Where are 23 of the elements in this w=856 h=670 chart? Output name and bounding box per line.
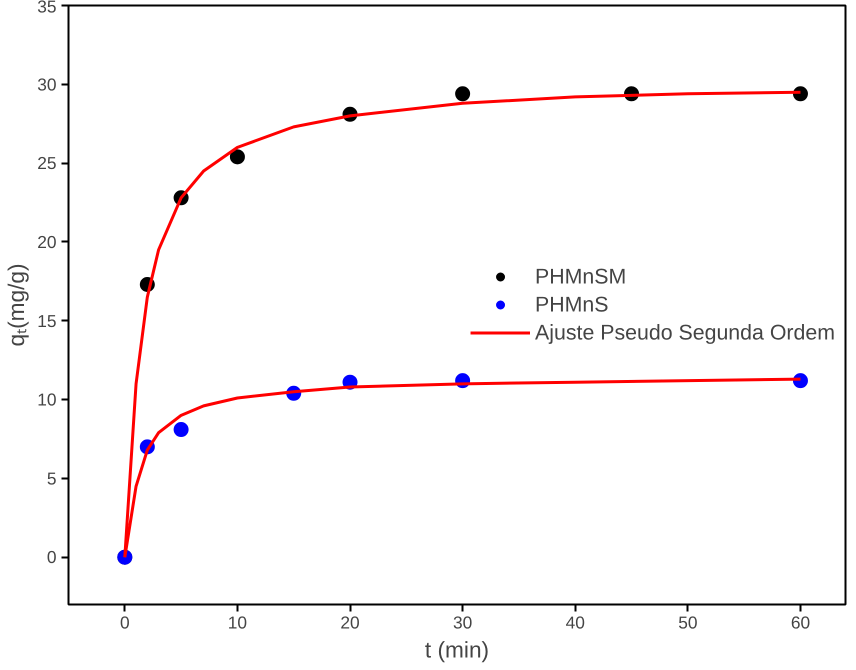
point bbox=[455, 86, 470, 102]
y-tick-label: 5 bbox=[46, 468, 57, 488]
y-axis-title: qₜ(mg/g) bbox=[3, 263, 30, 347]
x-tick-label: 40 bbox=[566, 612, 585, 632]
y-tick-label: 15 bbox=[37, 310, 57, 331]
y-tick-label: 0 bbox=[46, 547, 57, 568]
point bbox=[174, 422, 189, 438]
y-tick-label: 35 bbox=[37, 0, 57, 16]
y-tick-label: 10 bbox=[37, 390, 57, 410]
x-axis-title: t (min) bbox=[424, 636, 490, 662]
y-tick-label: 25 bbox=[37, 153, 57, 174]
legend-label: PHMnS bbox=[535, 292, 609, 317]
legend-label: PHMnSM bbox=[535, 264, 626, 289]
y-tick-label: 30 bbox=[37, 74, 57, 94]
x-tick-label: 50 bbox=[678, 612, 698, 632]
x-tick-label: 60 bbox=[790, 612, 810, 632]
x-tick-label: 20 bbox=[340, 612, 360, 632]
point bbox=[230, 149, 245, 164]
x-tick-label: 30 bbox=[452, 612, 472, 632]
x-tick-label: 0 bbox=[120, 612, 130, 632]
y-tick-label: 20 bbox=[37, 232, 57, 252]
legend-label: Ajuste Pseudo Segunda Ordem bbox=[535, 320, 835, 345]
x-tick-label: 10 bbox=[228, 612, 248, 632]
